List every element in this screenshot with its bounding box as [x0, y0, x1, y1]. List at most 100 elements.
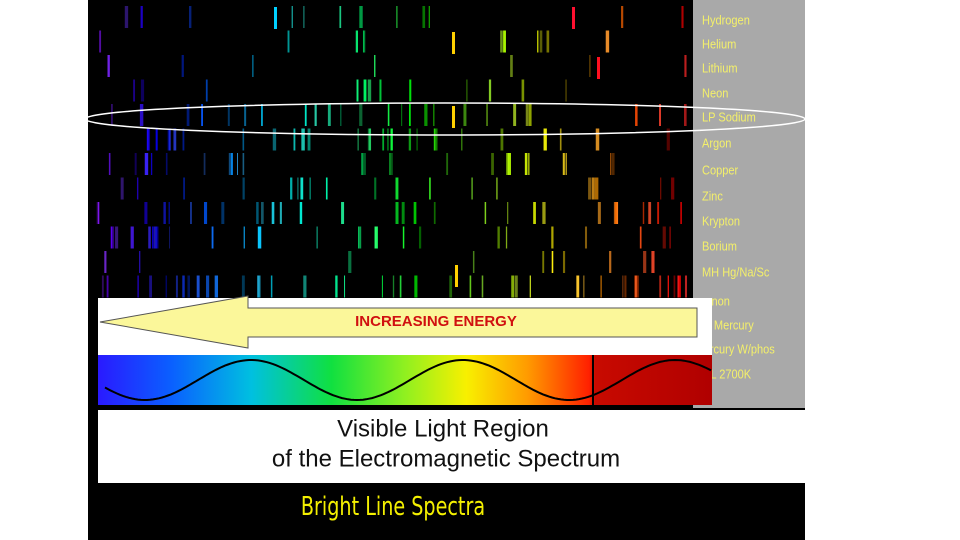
spectral-line	[449, 275, 453, 298]
spectral-line	[528, 104, 532, 126]
spectral-line	[98, 202, 100, 224]
spectral-line	[651, 251, 655, 273]
spectral-line	[155, 128, 158, 151]
spectral-line	[605, 30, 610, 53]
spectral-line	[647, 202, 650, 224]
spectral-line	[669, 226, 671, 249]
spectral-line	[507, 202, 509, 224]
spectral-line	[428, 6, 430, 28]
element-label: Zinc	[702, 189, 723, 204]
spectral-line	[529, 275, 531, 298]
spectral-line	[167, 128, 170, 151]
spectral-line	[621, 6, 624, 28]
spectral-line	[144, 153, 149, 175]
spectral-line	[402, 226, 405, 249]
spectral-line	[418, 226, 422, 249]
spectral-line	[99, 30, 102, 53]
spectral-line	[299, 202, 303, 224]
spectral-line	[134, 153, 137, 175]
spectral-line	[551, 226, 554, 249]
spectral-line	[361, 153, 364, 175]
spectral-line	[505, 226, 508, 249]
spectral-line	[582, 275, 585, 298]
spectral-line	[484, 202, 487, 224]
spectral-line	[639, 226, 642, 249]
spectral-line	[137, 275, 139, 298]
spectral-line	[401, 104, 403, 126]
spectral-line	[139, 104, 144, 126]
bright-line	[455, 265, 458, 287]
spectral-line	[680, 202, 682, 224]
spectral-line	[584, 226, 588, 249]
spectral-line	[357, 128, 359, 151]
spectral-line	[401, 202, 405, 224]
spectral-line	[228, 153, 232, 175]
spectral-line	[150, 153, 153, 175]
spectral-line	[271, 202, 275, 224]
spectral-line	[677, 275, 680, 298]
spectral-line	[152, 226, 154, 249]
spectral-line	[643, 251, 647, 273]
spectral-line	[237, 153, 239, 175]
element-labels: Hydrogen Helium Lithium Neon LP Sodium Argon C…	[702, 13, 775, 382]
spectral-line	[684, 55, 687, 77]
wave	[104, 358, 712, 402]
spectral-line	[395, 177, 399, 200]
spectral-line	[242, 153, 245, 175]
spectral-line	[146, 128, 149, 151]
spectral-line	[293, 128, 296, 151]
spectral-line	[546, 30, 550, 53]
spectral-line	[622, 275, 624, 298]
energy-arrow	[99, 295, 698, 349]
spectral-line	[163, 202, 166, 224]
spectral-line	[241, 275, 245, 298]
spectral-line	[635, 275, 637, 298]
spectral-line	[303, 275, 307, 298]
spectral-line	[390, 153, 393, 175]
spectral-line	[182, 128, 185, 151]
spectral-line	[466, 79, 468, 102]
spectral-line	[396, 6, 398, 28]
spectral-line	[297, 177, 299, 200]
element-label: Borium	[702, 239, 737, 254]
spectral-line	[307, 128, 311, 151]
spectral-line	[500, 128, 504, 151]
spectral-line	[408, 128, 412, 151]
spectral-line	[481, 275, 484, 298]
spectral-line	[124, 6, 129, 28]
spectral-line	[196, 275, 200, 298]
spectral-line	[203, 202, 208, 224]
spectral-line	[497, 226, 500, 249]
element-label: MH Hg/Na/Sc	[702, 265, 769, 280]
spectral-line	[413, 202, 417, 224]
element-label: Copper	[702, 163, 738, 178]
spectral-line	[472, 251, 475, 273]
caption-line: of the Electromagnetic Spectrum	[272, 445, 620, 472]
spectral-line	[227, 104, 230, 126]
spectral-line	[175, 275, 178, 298]
spectral-line	[106, 275, 109, 298]
spectral-line	[242, 177, 245, 200]
bright-line	[452, 106, 455, 128]
spectral-line	[183, 177, 185, 200]
spectral-line	[374, 177, 377, 200]
spectral-line	[416, 128, 418, 151]
spectral-line	[610, 153, 612, 175]
spectral-lines	[96, 6, 688, 298]
spectral-line	[463, 104, 467, 126]
spectral-line	[539, 30, 543, 53]
spectral-line	[542, 251, 545, 273]
spectral-line	[358, 226, 360, 249]
spectral-line	[257, 275, 261, 298]
spectral-line	[181, 55, 184, 77]
spectral-line	[140, 79, 145, 102]
spectral-line	[203, 153, 206, 175]
spectral-line	[594, 177, 599, 200]
visible-spectrum	[98, 355, 712, 405]
spectral-line	[187, 275, 190, 298]
spectral-line	[562, 251, 566, 273]
spectral-line	[611, 153, 615, 175]
element-label: Argon	[702, 136, 731, 151]
spectral-line	[624, 275, 627, 298]
spectral-line	[514, 275, 518, 298]
